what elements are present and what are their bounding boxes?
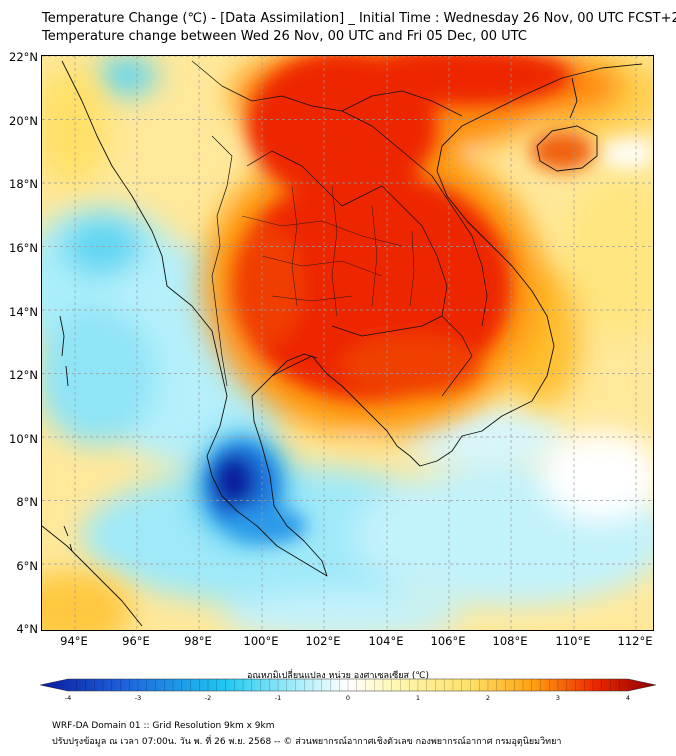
- map-title: Temperature Change (℃) - [Data Assimilat…: [42, 11, 676, 26]
- lon-label: 94°E: [60, 634, 88, 648]
- andaman-islands: [59, 315, 69, 387]
- temperature-change-map: [41, 55, 654, 631]
- colorbar-tick-label: 4: [625, 694, 631, 702]
- lon-label: 108°E: [492, 634, 528, 648]
- gulf-of-thailand-coast: [271, 353, 318, 377]
- graticule: [42, 56, 653, 630]
- map-canvas: [42, 56, 653, 630]
- leizhou-coast: [569, 77, 578, 119]
- lat-label: 12°N: [9, 368, 38, 382]
- colorbar-tick-label: -1: [274, 694, 282, 702]
- colorbar-tick-label: 0: [345, 694, 351, 702]
- colorbar-tick-label: -4: [64, 694, 72, 702]
- lat-label: 10°N: [9, 432, 38, 446]
- colorbar-tick-marks: [76, 679, 620, 691]
- lon-label: 98°E: [184, 634, 212, 648]
- lat-label: 18°N: [9, 177, 38, 191]
- thai-provinces: [241, 185, 415, 317]
- border-cambodia-vietnam: [441, 315, 473, 397]
- lat-label: 20°N: [9, 114, 38, 128]
- lat-label: 4°N: [16, 622, 38, 636]
- lon-label: 112°E: [617, 634, 653, 648]
- border-laos-vietnam: [341, 110, 488, 327]
- lat-label: 14°N: [9, 305, 38, 319]
- lon-label: 106°E: [430, 634, 466, 648]
- colorbar-tick-label: 2: [485, 694, 491, 702]
- footer-model-info: WRF-DA Domain 01 :: Grid Resolution 9km …: [52, 721, 275, 731]
- country-borders: [191, 60, 488, 397]
- coastlines: [42, 60, 643, 627]
- sumatra-coastline: [42, 525, 143, 627]
- colorbar-title: อุณหภูมิเปลี่ยนแปลง หน่วย องศาเซลเซียส (…: [246, 671, 430, 681]
- lat-label: 16°N: [9, 241, 38, 255]
- lon-label: 100°E: [243, 634, 279, 648]
- map-subtitle: Temperature change between Wed 26 Nov, 0…: [42, 29, 527, 44]
- colorbar-tick-label: 1: [415, 694, 421, 702]
- border-china: [191, 60, 463, 117]
- temperature-field: [42, 56, 653, 630]
- lon-label: 102°E: [305, 634, 341, 648]
- border-thailand-laos: [246, 150, 448, 317]
- lon-label: 110°E: [555, 634, 591, 648]
- colorbar: [40, 678, 656, 692]
- colorbar-tick-label: -2: [204, 694, 212, 702]
- lat-label: 8°N: [16, 495, 38, 509]
- footer-credit: ปรับปรุงข้อมูล ณ เวลา 07:00น. วัน พ. ที่…: [52, 737, 562, 747]
- lat-label: 22°N: [9, 50, 38, 64]
- border-thailand-cambodia: [331, 315, 443, 337]
- lat-label: 6°N: [16, 559, 38, 573]
- colorbar-bar: [40, 678, 656, 692]
- hainan-coastline: [536, 125, 598, 172]
- lon-label: 96°E: [122, 634, 150, 648]
- mainland-coastline: [61, 60, 643, 577]
- border-myanmar-thailand: [211, 135, 233, 387]
- nicobar-islands: [63, 525, 73, 552]
- warm-anomaly-region: [42, 56, 653, 630]
- colorbar-tick-label: 3: [555, 694, 561, 702]
- hot-core: [232, 56, 594, 401]
- lon-label: 104°E: [368, 634, 404, 648]
- colorbar-tick-label: -3: [134, 694, 142, 702]
